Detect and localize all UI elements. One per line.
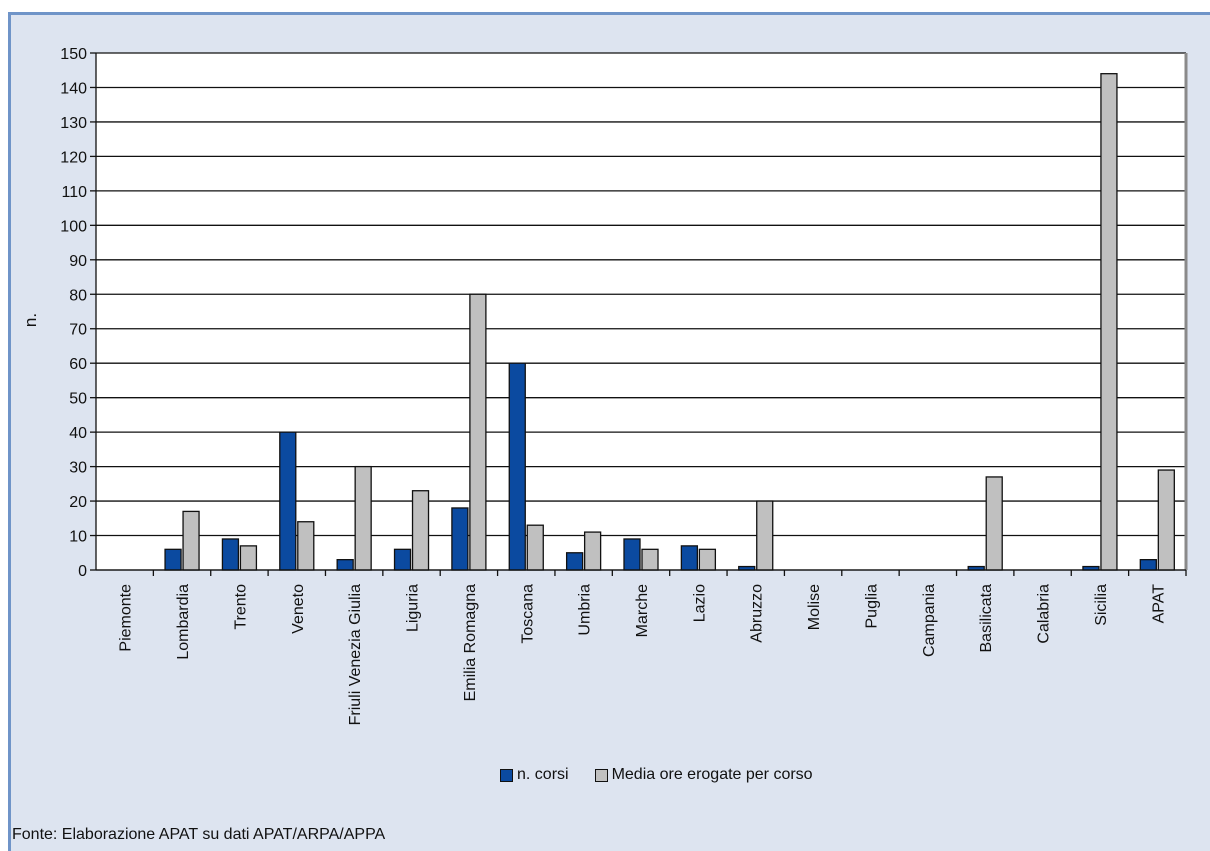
bar-media-ore [1157, 469, 1175, 571]
bar-media-ore [297, 521, 315, 571]
y-tick-label: 130 [60, 115, 87, 132]
x-tick-label: Puglia [863, 584, 880, 629]
x-tick-label: Umbria [577, 584, 594, 636]
x-tick-label: Abruzzo [749, 584, 766, 643]
x-tick-label: Molise [806, 584, 823, 630]
bar-media-ore [756, 500, 774, 571]
bar-n-corsi [680, 545, 699, 571]
y-tick-label: 120 [60, 149, 87, 166]
axes [90, 52, 1188, 576]
bar-media-ore [526, 524, 544, 571]
y-tick-label: 80 [69, 287, 87, 304]
y-tick-label: 110 [61, 184, 87, 201]
x-tick-label: Piemonte [118, 584, 135, 652]
x-tick-label: Basilicata [978, 584, 995, 653]
x-tick-label: Veneto [290, 584, 307, 634]
x-tick-label: Lombardia [175, 584, 192, 660]
y-tick-label: 100 [60, 218, 87, 235]
bar-media-ore [469, 293, 487, 571]
y-tick-label: 150 [60, 46, 87, 63]
bars [164, 73, 1175, 571]
bar-n-corsi [623, 538, 641, 571]
bar-media-ore [1100, 73, 1118, 571]
gridlines [96, 52, 1186, 571]
bar-n-corsi [393, 548, 412, 571]
x-tick-label: Liguria [405, 584, 422, 632]
legend-item-n-corsi: n. corsi [500, 766, 569, 784]
x-tick-label: Campania [921, 584, 938, 657]
plot-area [96, 53, 1186, 570]
bar-media-ore [182, 510, 200, 571]
legend-swatch-media-ore [594, 768, 608, 782]
legend-item-media-ore: Media ore erogate per corso [594, 766, 813, 784]
bar-n-corsi [279, 431, 297, 571]
x-tick-label: Toscana [519, 584, 536, 644]
y-axis-label: n. [21, 313, 40, 327]
bar-n-corsi [451, 507, 469, 571]
bar-n-corsi [221, 538, 240, 571]
y-tick-label: 70 [69, 322, 87, 339]
tick-labels: 0 10 20 30 40 50 60 70 80 90 100 110 120 130 140 150 Pie… [60, 46, 1167, 725]
bar-media-ore [583, 531, 602, 571]
bar-n-corsi [336, 559, 354, 571]
bar-n-corsi [565, 552, 584, 571]
legend-label-n-corsi: n. corsi [517, 766, 569, 783]
bar-n-corsi [164, 548, 182, 571]
y-tick-label: 60 [69, 356, 87, 373]
x-tick-label: Lazio [691, 584, 708, 622]
bar-media-ore [239, 545, 258, 571]
legend: n. corsi Media ore erogate per corso [500, 766, 813, 784]
x-tick-label: Emilia Romagna [462, 584, 479, 701]
x-tick-label: Friuli Venezia Giulia [347, 584, 364, 726]
bar-media-ore [354, 465, 372, 571]
legend-label-media-ore: Media ore erogate per corso [611, 766, 813, 783]
y-tick-label: 0 [78, 563, 87, 580]
y-tick-label: 10 [69, 529, 87, 546]
bar-media-ore [641, 548, 659, 571]
y-tick-label: 50 [69, 391, 87, 408]
bar-n-corsi [1139, 559, 1157, 571]
bar-media-ore [411, 490, 430, 571]
bar-n-corsi [508, 362, 526, 571]
y-tick-label: 90 [69, 253, 87, 270]
legend-swatch-n-corsi [500, 768, 513, 782]
y-tick-label: 20 [69, 494, 87, 511]
y-tick-label: 40 [69, 425, 87, 442]
x-tick-label: Sicilia [1093, 584, 1110, 626]
bar-media-ore [985, 476, 1003, 571]
x-tick-label: APAT [1150, 584, 1167, 624]
x-tick-label: Marche [634, 584, 651, 637]
y-tick-label: 30 [69, 460, 87, 477]
x-tick-label: Trento [232, 584, 249, 630]
bar-media-ore [698, 548, 717, 571]
source-note: Fonte: Elaborazione APAT su dati APAT/AR… [12, 826, 386, 843]
y-tick-label: 140 [60, 80, 87, 97]
x-tick-label: Calabria [1036, 584, 1053, 644]
